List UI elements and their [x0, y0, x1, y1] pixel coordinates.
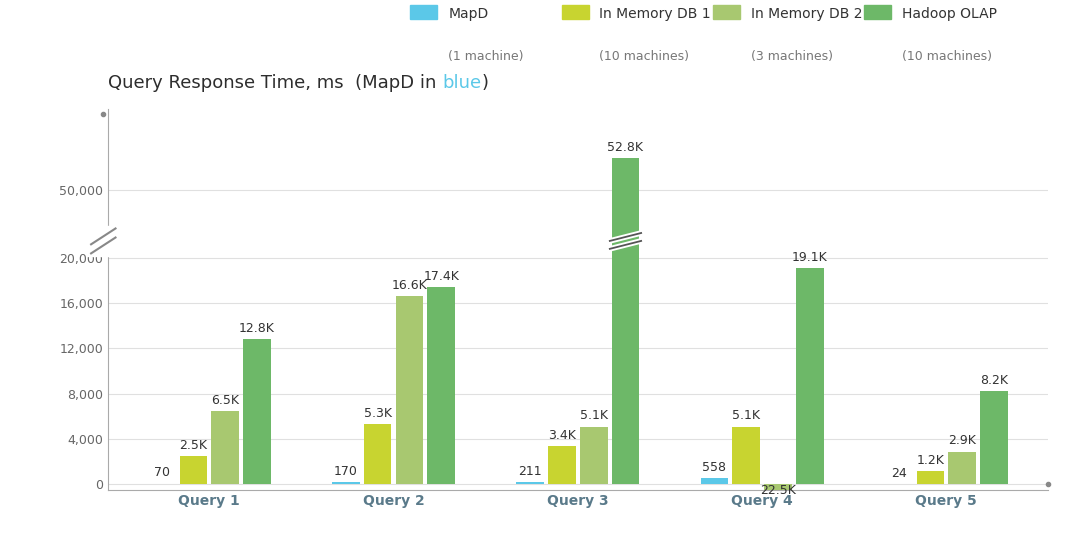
Text: (10 machines): (10 machines) [902, 50, 991, 63]
Text: 2.5K: 2.5K [179, 439, 207, 452]
Bar [981, 392, 1008, 484]
Text: 5.1K: 5.1K [580, 410, 608, 422]
Bar [701, 478, 728, 484]
Text: 2.9K: 2.9K [948, 434, 976, 447]
Text: 170: 170 [334, 465, 357, 478]
Bar [765, 484, 792, 502]
Bar [548, 446, 576, 484]
Bar [516, 482, 544, 484]
Text: 3.4K: 3.4K [548, 429, 576, 442]
Text: 6.5K: 6.5K [212, 393, 239, 406]
Text: 52.8K: 52.8K [607, 141, 644, 154]
Text: 5.3K: 5.3K [364, 407, 392, 420]
Text: Hadoop OLAP: Hadoop OLAP [902, 7, 997, 21]
Text: 558: 558 [702, 461, 727, 474]
Bar [87, 226, 116, 256]
Text: In Memory DB 1: In Memory DB 1 [599, 7, 711, 21]
Text: Query Response Time, ms  (MapD in: Query Response Time, ms (MapD in [108, 75, 442, 92]
Text: 211: 211 [518, 465, 542, 478]
Text: (3 machines): (3 machines) [751, 50, 833, 63]
Bar [243, 339, 271, 484]
Text: 19.1K: 19.1K [792, 251, 827, 264]
Text: 8.2K: 8.2K [980, 374, 1008, 387]
Text: (10 machines): (10 machines) [599, 50, 689, 63]
Text: In Memory DB 2: In Memory DB 2 [751, 7, 862, 21]
Text: 24: 24 [891, 467, 906, 480]
Bar [611, 158, 639, 484]
Bar [212, 411, 239, 484]
Text: 17.4K: 17.4K [423, 270, 459, 283]
Text: blue: blue [442, 75, 482, 92]
Text: 12.8K: 12.8K [239, 322, 275, 335]
Text: 70: 70 [153, 466, 170, 479]
Text: 22.5K: 22.5K [760, 484, 796, 497]
Bar [917, 471, 944, 484]
Text: MapD: MapD [448, 7, 488, 21]
Bar [395, 296, 423, 484]
Bar [332, 483, 360, 484]
Bar [948, 452, 976, 484]
Text: (1 machine): (1 machine) [448, 50, 524, 63]
Bar [796, 268, 824, 484]
Bar [179, 456, 207, 484]
Text: ): ) [482, 75, 488, 92]
Bar [428, 287, 455, 484]
Text: 16.6K: 16.6K [392, 279, 428, 292]
Bar [364, 424, 391, 484]
Bar [580, 426, 608, 484]
Text: 1.2K: 1.2K [917, 454, 944, 467]
Bar [732, 426, 760, 484]
Text: 5.1K: 5.1K [732, 410, 760, 422]
